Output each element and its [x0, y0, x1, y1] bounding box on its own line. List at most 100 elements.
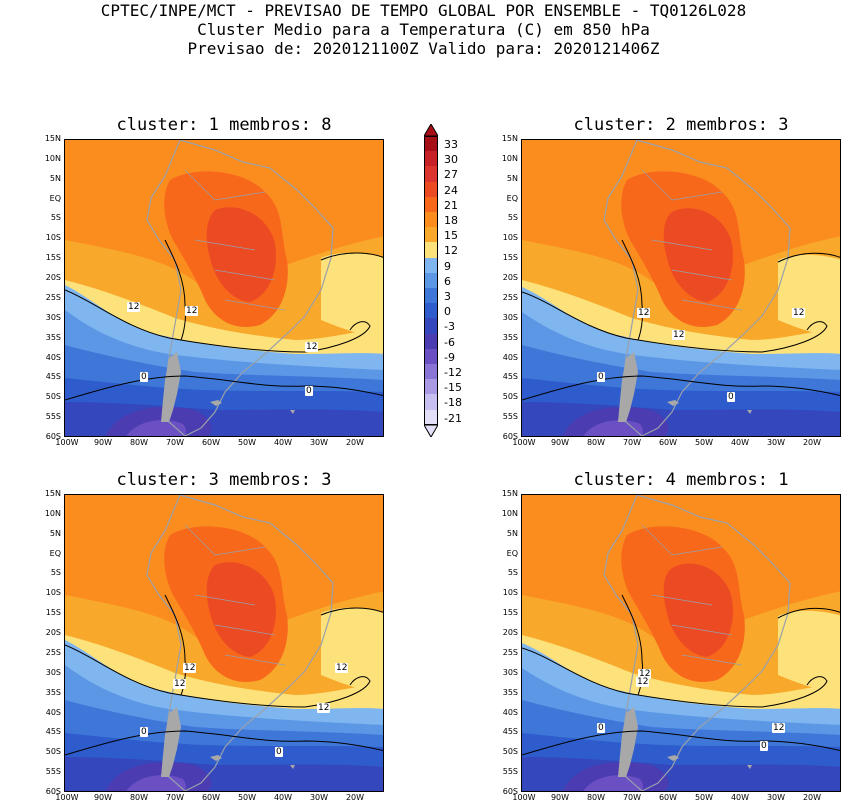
colorbar-tick-label: 18: [444, 214, 458, 227]
latitude-label: 30S: [502, 312, 518, 322]
longitude-label: 50W: [694, 438, 714, 447]
colorbar-tick-label: -21: [444, 411, 462, 425]
map-frame: 12 12 12 12 0 0: [64, 494, 384, 792]
latitude-label: 5N: [49, 528, 61, 538]
colorbar-top-arrow: [424, 124, 438, 136]
latitude-label: 5S: [507, 568, 518, 578]
latitude-label: 15N: [501, 134, 518, 143]
latitude-label: 60S: [45, 432, 61, 441]
latitude-label: 55S: [502, 412, 518, 422]
latitude-label: 45S: [502, 727, 518, 737]
longitude-label: 100W: [512, 793, 536, 802]
map-panel: cluster: 3 membros: 3 12 12 12 12 0 0 15N 10N 5N…: [45, 470, 384, 802]
colorbar-tick-label: 12: [444, 244, 458, 258]
longitude-label: 30W: [309, 438, 329, 447]
latitude-label: 35S: [45, 332, 61, 342]
latitude-label: 15N: [44, 489, 61, 498]
figure-title-line-2: Cluster Medio para a Temperatura (C) em …: [197, 20, 650, 39]
map-panel: cluster: 1 membros: 8 12 12 12 0 0 15N 10N 5N EQ…: [45, 115, 384, 447]
latitude-label: 50S: [45, 747, 61, 757]
latitude-label: 10S: [45, 233, 61, 243]
figure-title-line-3: Previsao de: 2020121100Z Valido para: 20…: [187, 39, 660, 58]
colorbar-segment: [424, 212, 438, 228]
contour-label: 12: [636, 677, 650, 687]
latitude-label: 15S: [502, 253, 518, 263]
panel-title: cluster: 2 membros: 3: [573, 115, 789, 135]
latitude-label: 25S: [502, 647, 518, 657]
colorbar-segment: [424, 227, 438, 243]
latitude-label: 60S: [502, 787, 518, 796]
latitude-label: EQ: [49, 548, 61, 558]
temperature-map: [65, 495, 383, 791]
longitude-label: 100W: [55, 793, 79, 802]
latitude-label: 45S: [45, 372, 61, 382]
latitude-label: 10S: [502, 233, 518, 243]
longitude-label: 70W: [622, 438, 642, 447]
longitude-label: 50W: [694, 793, 714, 802]
longitude-label: 40W: [273, 793, 293, 802]
panel-title: cluster: 1 membros: 8: [116, 115, 332, 135]
longitude-label: 80W: [129, 793, 149, 802]
latitude-label: 5S: [50, 568, 61, 578]
colorbar-tick-label: -18: [444, 396, 462, 410]
latitude-label: 10N: [44, 508, 61, 518]
colorbar-segment: [424, 394, 438, 410]
longitude-label: 80W: [129, 438, 149, 447]
colorbar-segment: [424, 196, 438, 212]
longitude-label: 90W: [550, 793, 570, 802]
contour-label: 0: [597, 723, 605, 733]
latitude-label: 40S: [502, 707, 518, 717]
longitude-label: 20W: [802, 793, 822, 802]
latitude-label: 10N: [44, 153, 61, 163]
longitude-label: 90W: [93, 793, 113, 802]
colorbar-segment: [424, 333, 438, 349]
longitude-label: 30W: [309, 793, 329, 802]
colorbar-tick-label: -12: [444, 366, 462, 379]
longitude-label: 60W: [201, 438, 221, 447]
longitude-label: 20W: [345, 793, 365, 802]
latitude-label: 30S: [45, 312, 61, 322]
contour-label: 12: [183, 663, 197, 673]
colorbar-tick-label: -9: [444, 350, 455, 364]
colorbar-tick-label: 0: [444, 305, 451, 319]
longitude-label: 30W: [766, 793, 786, 802]
contour-label: 12: [335, 663, 349, 673]
figure-title-line-1: CPTEC/INPE/MCT - PREVISAO DE TEMPO GLOBA…: [100, 1, 747, 20]
colorbar-segment: [424, 288, 438, 304]
latitude-label: 20S: [502, 273, 518, 283]
latitude-label: 40S: [45, 707, 61, 717]
longitude-label: 100W: [512, 438, 536, 447]
latitude-label: 45S: [45, 727, 61, 737]
latitude-label: 45S: [502, 372, 518, 382]
colorbar-segment: [424, 409, 438, 425]
latitude-label: 50S: [502, 392, 518, 402]
latitude-label: 10N: [501, 153, 518, 163]
latitude-label: 35S: [502, 687, 518, 697]
map-frame: 12 12 12 0 0: [521, 494, 841, 792]
longitude-label: 80W: [586, 438, 606, 447]
temperature-map: [65, 140, 383, 436]
colorbar-tick-label: 3: [444, 290, 451, 303]
longitude-label: 60W: [201, 793, 221, 802]
latitude-label: 25S: [45, 647, 61, 657]
colorbar-tick-label: -3: [444, 320, 455, 334]
colorbar-segment: [424, 257, 438, 273]
latitude-label: 5N: [506, 173, 518, 183]
latitude-label: 30S: [45, 667, 61, 677]
latitude-label: 55S: [45, 412, 61, 422]
latitude-label: 15N: [501, 489, 518, 498]
colorbar-tick-label: 9: [444, 259, 451, 273]
latitude-label: 30S: [502, 667, 518, 677]
contour-label: 12: [173, 679, 187, 689]
contour-label: 12: [317, 703, 331, 713]
panel-title: cluster: 3 membros: 3: [116, 470, 332, 490]
latitude-label: 55S: [45, 767, 61, 777]
map-frame: 12 12 12 0 0: [64, 139, 384, 437]
longitude-label: 40W: [730, 793, 750, 802]
colorbar-segment: [424, 348, 438, 364]
longitude-label: 50W: [237, 438, 257, 447]
latitude-label: 60S: [502, 432, 518, 441]
contour-label: 0: [597, 372, 605, 382]
longitude-label: 80W: [586, 793, 606, 802]
contour-label: 0: [760, 741, 768, 751]
